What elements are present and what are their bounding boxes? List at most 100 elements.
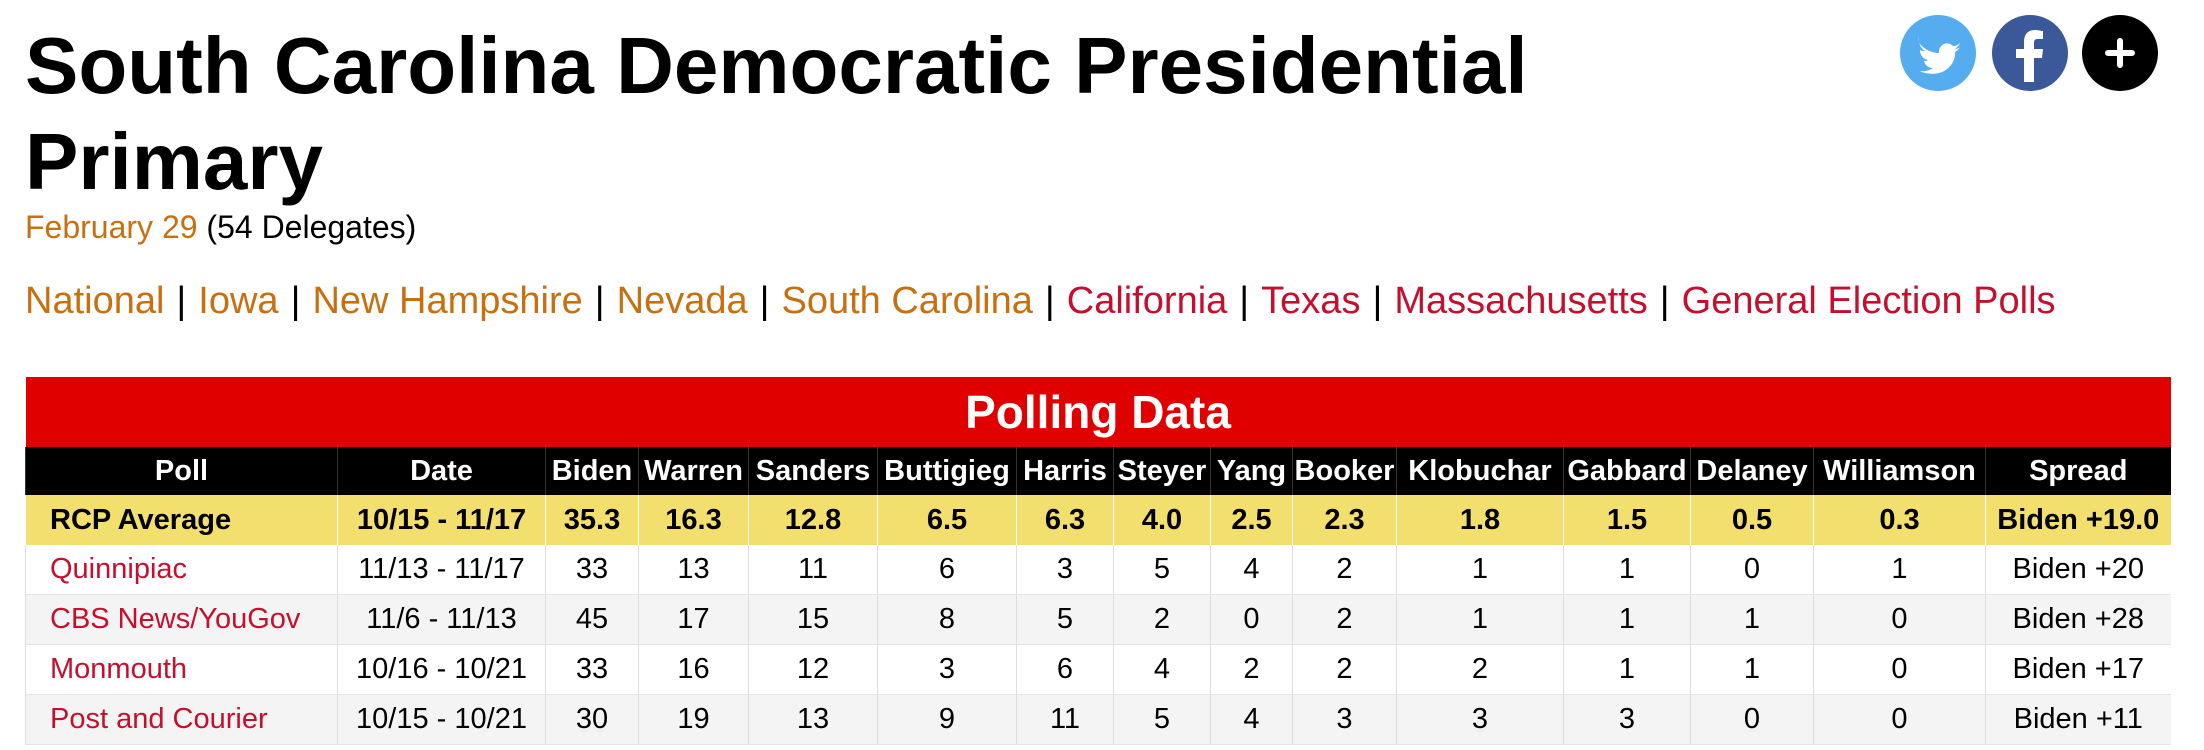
cell: 5: [1016, 594, 1114, 645]
nav-separator: |: [1372, 280, 1383, 322]
cell: 12.8: [748, 495, 878, 545]
nav-link[interactable]: South Carolina: [781, 280, 1033, 322]
cell: 5: [1113, 694, 1211, 745]
cell: 35.3: [545, 495, 639, 545]
poll-row: Quinnipiac 11/13 - 11/17 33 13 11 6 3 5 4 2 1 1 0 1 Bi…: [25, 545, 2171, 595]
cell: Biden +19.0: [1984, 495, 2171, 545]
cell: 16.3: [638, 495, 749, 545]
column-header: Buttigieg: [877, 447, 1017, 495]
cell: 2: [1292, 644, 1397, 695]
cell: 0.5: [1690, 495, 1814, 545]
subtitle: February 29 (54 Delegates): [25, 209, 416, 246]
column-header: Biden: [545, 447, 639, 495]
column-header: Delaney: [1690, 447, 1814, 495]
cell: Biden +28: [1984, 594, 2171, 645]
cell: 0: [1210, 594, 1293, 645]
cell: 1: [1813, 545, 1986, 595]
cell: 10/15 - 11/17: [337, 495, 546, 545]
cell: 4.0: [1113, 495, 1211, 545]
cell: Biden +11: [1984, 694, 2171, 745]
nav-link[interactable]: California: [1066, 280, 1228, 322]
poll-link[interactable]: Monmouth: [25, 644, 338, 695]
column-header: Date: [337, 447, 546, 495]
poll-link[interactable]: CBS News/YouGov: [25, 594, 338, 645]
page-title: South Carolina Democratic Presidential P…: [25, 21, 1528, 206]
twitter-button[interactable]: [1900, 15, 1976, 91]
cell: 6: [1016, 644, 1114, 695]
nav-separator: |: [594, 280, 605, 322]
cell: 4: [1210, 694, 1293, 745]
cell: 8: [877, 594, 1017, 645]
cell: 17: [638, 594, 749, 645]
cell: 11: [1016, 694, 1114, 745]
cell: 10/15 - 10/21: [337, 694, 546, 745]
delegates: (54 Delegates): [206, 209, 417, 245]
cell: 16: [638, 644, 749, 695]
nav-link[interactable]: Texas: [1261, 280, 1361, 322]
column-header: Sanders: [748, 447, 878, 495]
facebook-button[interactable]: [1992, 15, 2068, 91]
polling-table: Polling Data Poll Date Biden Warren Sanders Bu…: [25, 377, 2171, 745]
share-button[interactable]: [2082, 15, 2158, 91]
cell: 1.8: [1396, 495, 1564, 545]
average-row: RCP Average 10/15 - 11/17 35.3 16.3 12.8 6.5 6…: [25, 495, 2171, 545]
nav-link[interactable]: Massachusetts: [1394, 280, 1648, 322]
nav-link[interactable]: Nevada: [616, 280, 748, 322]
cell: Biden +17: [1984, 644, 2171, 695]
poll-link[interactable]: Quinnipiac: [25, 545, 338, 595]
column-header: Steyer: [1113, 447, 1211, 495]
nav-separator: |: [1044, 280, 1055, 322]
cell: 11/6 - 11/13: [337, 594, 546, 645]
column-header: Warren: [638, 447, 749, 495]
cell: 4: [1113, 644, 1211, 695]
column-header: Klobuchar: [1396, 447, 1564, 495]
nav-separator: |: [759, 280, 770, 322]
cell: 1: [1563, 545, 1691, 595]
cell: 30: [545, 694, 639, 745]
cell: 6.3: [1016, 495, 1114, 545]
table-title: Polling Data: [25, 377, 2171, 447]
cell: 4: [1210, 545, 1293, 595]
cell: 13: [748, 694, 878, 745]
nav-link[interactable]: General Election Polls: [1681, 280, 2056, 322]
header-row: Poll Date Biden Warren Sanders Buttigieg Harri…: [25, 447, 2171, 495]
cell: 15: [748, 594, 878, 645]
cell: 0: [1813, 694, 1986, 745]
cell: 2: [1210, 644, 1293, 695]
cell: 1: [1690, 594, 1814, 645]
cell: 10/16 - 10/21: [337, 644, 546, 695]
cell: 2.5: [1210, 495, 1293, 545]
cell: 12: [748, 644, 878, 695]
nav-separator: |: [1659, 280, 1670, 322]
cell: 0.3: [1813, 495, 1986, 545]
nav-separator: |: [176, 280, 187, 322]
cell: Biden +20: [1984, 545, 2171, 595]
column-header: Booker: [1292, 447, 1397, 495]
cell: 0: [1813, 594, 1986, 645]
cell: 6: [877, 545, 1017, 595]
table-caption-row: Polling Data: [25, 377, 2171, 447]
cell: 11: [748, 545, 878, 595]
cell: 2: [1292, 545, 1397, 595]
social-icons: [1900, 15, 2158, 91]
nav-link[interactable]: National: [25, 280, 165, 322]
nav-separator: |: [290, 280, 301, 322]
cell: 1: [1563, 594, 1691, 645]
poll-link[interactable]: Post and Courier: [25, 694, 338, 745]
poll-row: Monmouth 10/16 - 10/21 33 16 12 3 6 4 2 2 2 1 1 0 Bide…: [25, 644, 2171, 695]
cell: 2: [1292, 594, 1397, 645]
cell: 1.5: [1563, 495, 1691, 545]
cell: 3: [1563, 694, 1691, 745]
cell: 3: [1292, 694, 1397, 745]
column-header: Spread: [1984, 447, 2171, 495]
cell: 19: [638, 694, 749, 745]
column-header: Williamson: [1813, 447, 1986, 495]
cell: 13: [638, 545, 749, 595]
poll-row: Post and Courier 10/15 - 10/21 30 19 13 9 11 5 4…: [25, 694, 2171, 745]
cell: 1: [1563, 644, 1691, 695]
nav-link[interactable]: New Hampshire: [312, 280, 583, 322]
cell: 0: [1690, 545, 1814, 595]
row-label: RCP Average: [25, 495, 338, 545]
nav-link[interactable]: Iowa: [198, 280, 279, 322]
